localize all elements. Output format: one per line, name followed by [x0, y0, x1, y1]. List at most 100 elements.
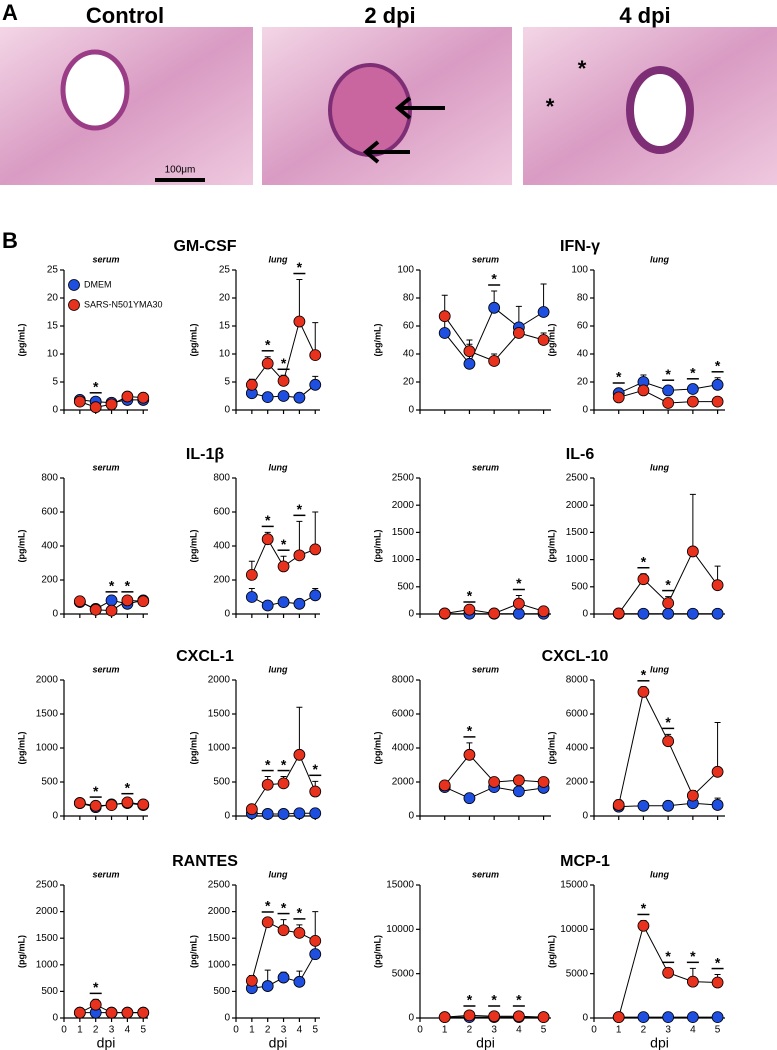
data-point [261, 808, 274, 820]
cytokine-title: CXCL-10 [542, 648, 609, 665]
chart-subtitle: lung [650, 462, 669, 472]
data-point [711, 976, 724, 989]
data-point [73, 395, 86, 408]
significance-star: * [665, 948, 671, 964]
data-point [105, 799, 118, 812]
data-point [662, 607, 675, 620]
error-bar [312, 511, 319, 550]
y-tick-label: 2000 [566, 777, 589, 788]
data-point [261, 778, 274, 791]
y-tick-label: 500 [571, 581, 588, 592]
y-axis-label: (pg/mL) [188, 324, 198, 357]
data-point [121, 796, 134, 809]
y-axis-label: (pg/mL) [16, 530, 26, 563]
chart-subtitle: serum [92, 254, 119, 264]
data-point [438, 1011, 451, 1024]
chart-subtitle: serum [92, 869, 119, 879]
y-tick-label: 0 [52, 811, 58, 822]
significance-star: * [715, 358, 721, 374]
data-point [637, 384, 650, 397]
data-point [309, 543, 322, 556]
data-point [73, 797, 86, 809]
y-tick-label: 200 [213, 575, 230, 586]
y-tick-label: 4000 [392, 743, 415, 754]
y-tick-label: 1500 [36, 709, 59, 720]
y-tick-label: 200 [41, 575, 58, 586]
significance-star: * [641, 900, 647, 916]
data-point [245, 974, 258, 987]
data-point [309, 349, 322, 362]
significance-star: * [715, 954, 721, 970]
data-point [711, 799, 724, 811]
y-tick-label: 500 [41, 777, 58, 788]
data-point [686, 383, 699, 395]
data-point [261, 357, 274, 370]
x-tick-label: 0 [591, 1025, 597, 1036]
data-point [512, 1010, 525, 1023]
data-point [277, 596, 290, 608]
chart-subtitle: lung [650, 869, 669, 879]
x-tick-label: 4 [125, 1025, 131, 1036]
y-tick-label: 20 [577, 377, 589, 388]
data-point [293, 597, 306, 610]
data-point [309, 934, 322, 947]
image-title: Control [86, 3, 164, 28]
data-point [438, 327, 451, 339]
error-bar [296, 706, 303, 755]
y-tick-label: 10 [47, 349, 59, 360]
image-mark: * [578, 56, 587, 81]
data-point [612, 1011, 625, 1024]
y-tick-label: 0 [408, 609, 414, 620]
cytokine-title: IL-6 [566, 446, 595, 463]
data-point [293, 748, 306, 761]
y-axis-label: (pg/mL) [546, 935, 556, 968]
chart-subtitle: serum [92, 462, 119, 472]
data-point [277, 374, 290, 387]
cytokine-title: IL-1β [186, 446, 224, 463]
data-point [277, 971, 290, 984]
significance-star: * [93, 783, 99, 799]
data-point [537, 1011, 550, 1024]
data-point [309, 589, 322, 602]
x-tick-label: 0 [61, 1025, 67, 1036]
y-tick-label: 2000 [208, 675, 231, 686]
x-axis-label: dpi [650, 1035, 669, 1050]
data-point [89, 401, 102, 414]
y-tick-label: 0 [224, 405, 230, 416]
data-point [121, 594, 134, 607]
y-tick-label: 20 [47, 293, 59, 304]
y-tick-label: 2500 [36, 880, 59, 891]
y-tick-label: 0 [582, 609, 588, 620]
data-point [309, 807, 322, 820]
data-point [245, 591, 258, 603]
data-point [261, 980, 274, 992]
data-point [73, 595, 86, 608]
data-point [488, 776, 501, 788]
chart-subtitle: serum [92, 664, 119, 674]
significance-star: * [491, 271, 497, 287]
significance-star: * [467, 588, 473, 604]
legend-label: SARS-N501YMA30 [84, 299, 163, 309]
data-point [277, 560, 290, 573]
data-point [686, 395, 699, 408]
y-tick-label: 25 [47, 265, 59, 276]
x-tick-label: 4 [516, 1025, 522, 1036]
y-tick-label: 10000 [560, 924, 588, 935]
data-point [711, 395, 724, 408]
x-tick-label: 5 [715, 1025, 721, 1036]
significance-star: * [93, 379, 99, 395]
significance-star: * [516, 992, 522, 1008]
x-tick-label: 2 [93, 1025, 99, 1036]
significance-star: * [281, 756, 287, 772]
y-tick-label: 800 [41, 473, 58, 484]
x-tick-label: 3 [491, 1025, 497, 1036]
significance-star: * [491, 992, 497, 1008]
data-point [662, 966, 675, 979]
x-tick-label: 2 [265, 1025, 271, 1036]
data-point [438, 607, 451, 620]
data-point [662, 1011, 675, 1024]
data-point [612, 607, 625, 620]
data-point [488, 607, 501, 620]
cytokine-title: MCP-1 [560, 853, 610, 870]
significance-star: * [665, 714, 671, 730]
